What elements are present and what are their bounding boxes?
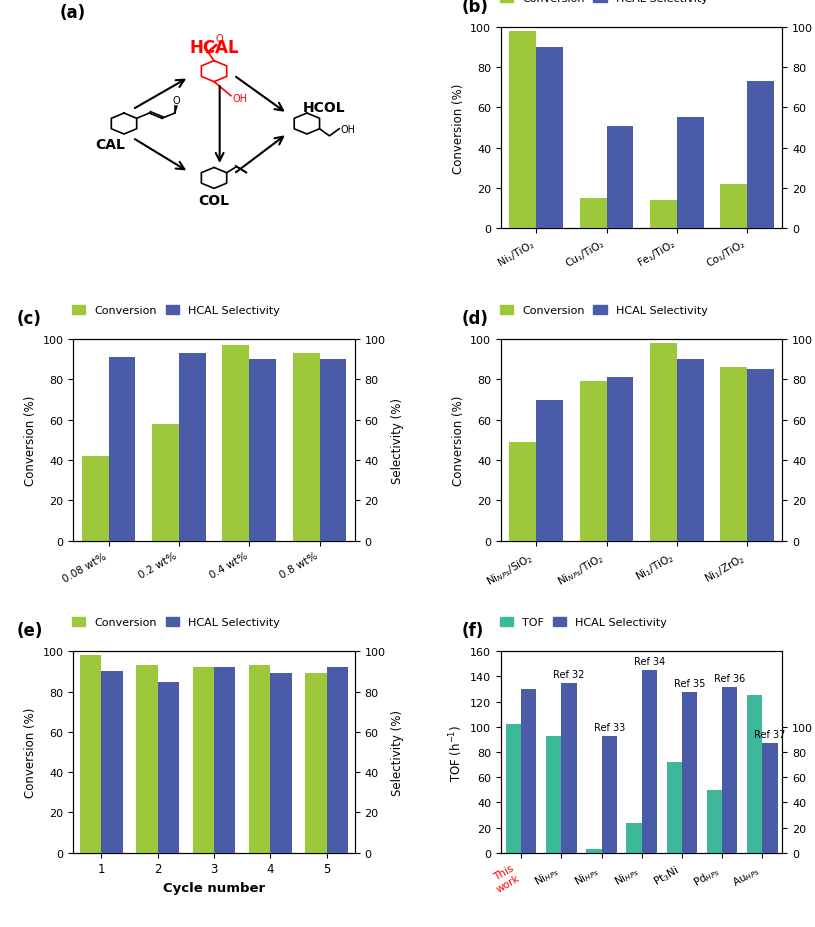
Bar xyxy=(747,370,774,541)
Bar xyxy=(601,736,617,853)
Y-axis label: Conversion (%): Conversion (%) xyxy=(24,707,37,797)
Bar xyxy=(762,743,778,853)
Bar xyxy=(579,199,606,229)
Bar xyxy=(677,360,703,541)
Bar xyxy=(136,666,158,853)
Bar xyxy=(249,360,276,541)
Bar xyxy=(319,360,346,541)
Legend: Conversion, HCAL Selectivity: Conversion, HCAL Selectivity xyxy=(496,0,712,8)
Bar xyxy=(509,442,536,541)
Text: Ref 37: Ref 37 xyxy=(754,730,786,740)
Y-axis label: Conversion (%): Conversion (%) xyxy=(452,395,465,486)
Bar xyxy=(108,358,135,541)
Text: (f): (f) xyxy=(461,621,484,640)
Y-axis label: Conversion (%): Conversion (%) xyxy=(452,83,465,173)
Text: Ref 34: Ref 34 xyxy=(634,656,665,667)
Bar xyxy=(178,354,205,541)
Text: Ref 32: Ref 32 xyxy=(553,669,584,679)
Bar xyxy=(506,725,521,853)
Bar xyxy=(214,667,236,853)
Bar xyxy=(305,674,327,853)
Y-axis label: Selectivity (%): Selectivity (%) xyxy=(391,709,404,795)
Bar xyxy=(722,687,738,853)
Text: (d): (d) xyxy=(461,310,488,327)
Bar xyxy=(720,184,747,229)
Legend: Conversion, HCAL Selectivity: Conversion, HCAL Selectivity xyxy=(68,613,284,632)
Bar xyxy=(747,695,762,853)
Bar xyxy=(627,822,641,853)
Text: Ref 35: Ref 35 xyxy=(674,678,705,688)
Text: HCOL: HCOL xyxy=(302,101,345,115)
Text: (b): (b) xyxy=(461,0,488,16)
Bar xyxy=(82,456,108,541)
Bar xyxy=(677,119,703,229)
Bar xyxy=(536,400,563,541)
Legend: TOF, HCAL Selectivity: TOF, HCAL Selectivity xyxy=(496,613,672,632)
Bar xyxy=(650,201,677,229)
Text: HCAL: HCAL xyxy=(189,39,239,57)
Bar xyxy=(536,48,563,229)
Text: (e): (e) xyxy=(17,621,43,640)
Bar xyxy=(579,382,606,541)
Text: COL: COL xyxy=(199,194,230,208)
Legend: Conversion, HCAL Selectivity: Conversion, HCAL Selectivity xyxy=(68,301,284,321)
Y-axis label: Conversion (%): Conversion (%) xyxy=(24,395,37,486)
Bar xyxy=(562,683,576,853)
Bar xyxy=(650,344,677,541)
Y-axis label: Selectivity (%): Selectivity (%) xyxy=(391,398,404,483)
Bar xyxy=(641,670,657,853)
Bar xyxy=(586,849,601,853)
Bar xyxy=(546,736,562,853)
Bar xyxy=(80,655,102,853)
Bar xyxy=(747,83,774,229)
Bar xyxy=(509,32,536,229)
Text: O: O xyxy=(172,95,180,106)
Legend: Conversion, HCAL Selectivity: Conversion, HCAL Selectivity xyxy=(496,301,712,321)
Bar xyxy=(720,368,747,541)
Bar xyxy=(192,667,214,853)
Bar xyxy=(327,667,348,853)
Bar xyxy=(271,674,292,853)
Bar xyxy=(707,790,722,853)
Text: (a): (a) xyxy=(59,4,86,21)
Text: OH: OH xyxy=(341,124,355,134)
Bar xyxy=(222,346,249,541)
Text: Ref 36: Ref 36 xyxy=(714,673,746,683)
Bar xyxy=(606,126,633,229)
Bar xyxy=(606,378,633,541)
Bar xyxy=(682,692,697,853)
Bar xyxy=(249,666,271,853)
Text: OH: OH xyxy=(232,94,247,104)
X-axis label: Cycle number: Cycle number xyxy=(163,881,265,894)
Bar xyxy=(158,681,179,853)
Text: O: O xyxy=(215,34,223,44)
Text: CAL: CAL xyxy=(95,137,125,151)
Bar xyxy=(152,425,178,541)
Text: Ref 33: Ref 33 xyxy=(593,722,625,732)
Bar xyxy=(667,762,682,853)
Bar xyxy=(293,354,319,541)
Bar xyxy=(102,672,123,853)
Y-axis label: TOF (h$^{-1}$): TOF (h$^{-1}$) xyxy=(447,724,465,781)
Bar xyxy=(521,690,536,853)
Text: (c): (c) xyxy=(17,310,42,327)
